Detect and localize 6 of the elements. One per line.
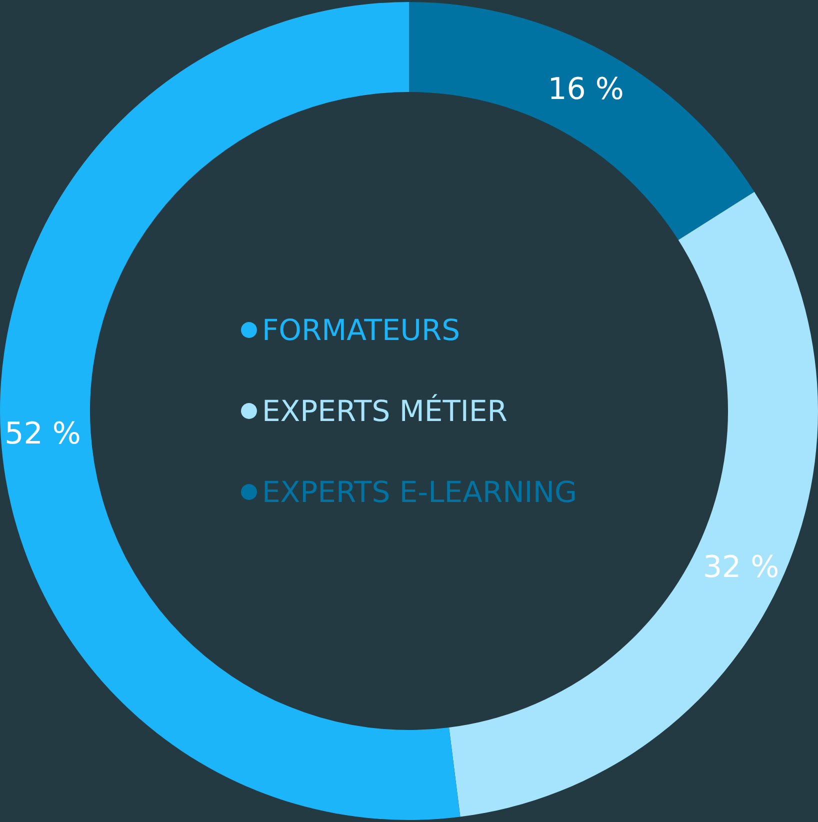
legend-label: FORMATEURS	[262, 313, 460, 347]
data-label: 16 %	[548, 72, 624, 107]
data-label: 32 %	[702, 550, 780, 585]
legend-label: EXPERTS MÉTIER	[262, 394, 508, 428]
legend-label: EXPERTS E-LEARNING	[262, 475, 578, 509]
data-label: 52 %	[4, 416, 81, 452]
